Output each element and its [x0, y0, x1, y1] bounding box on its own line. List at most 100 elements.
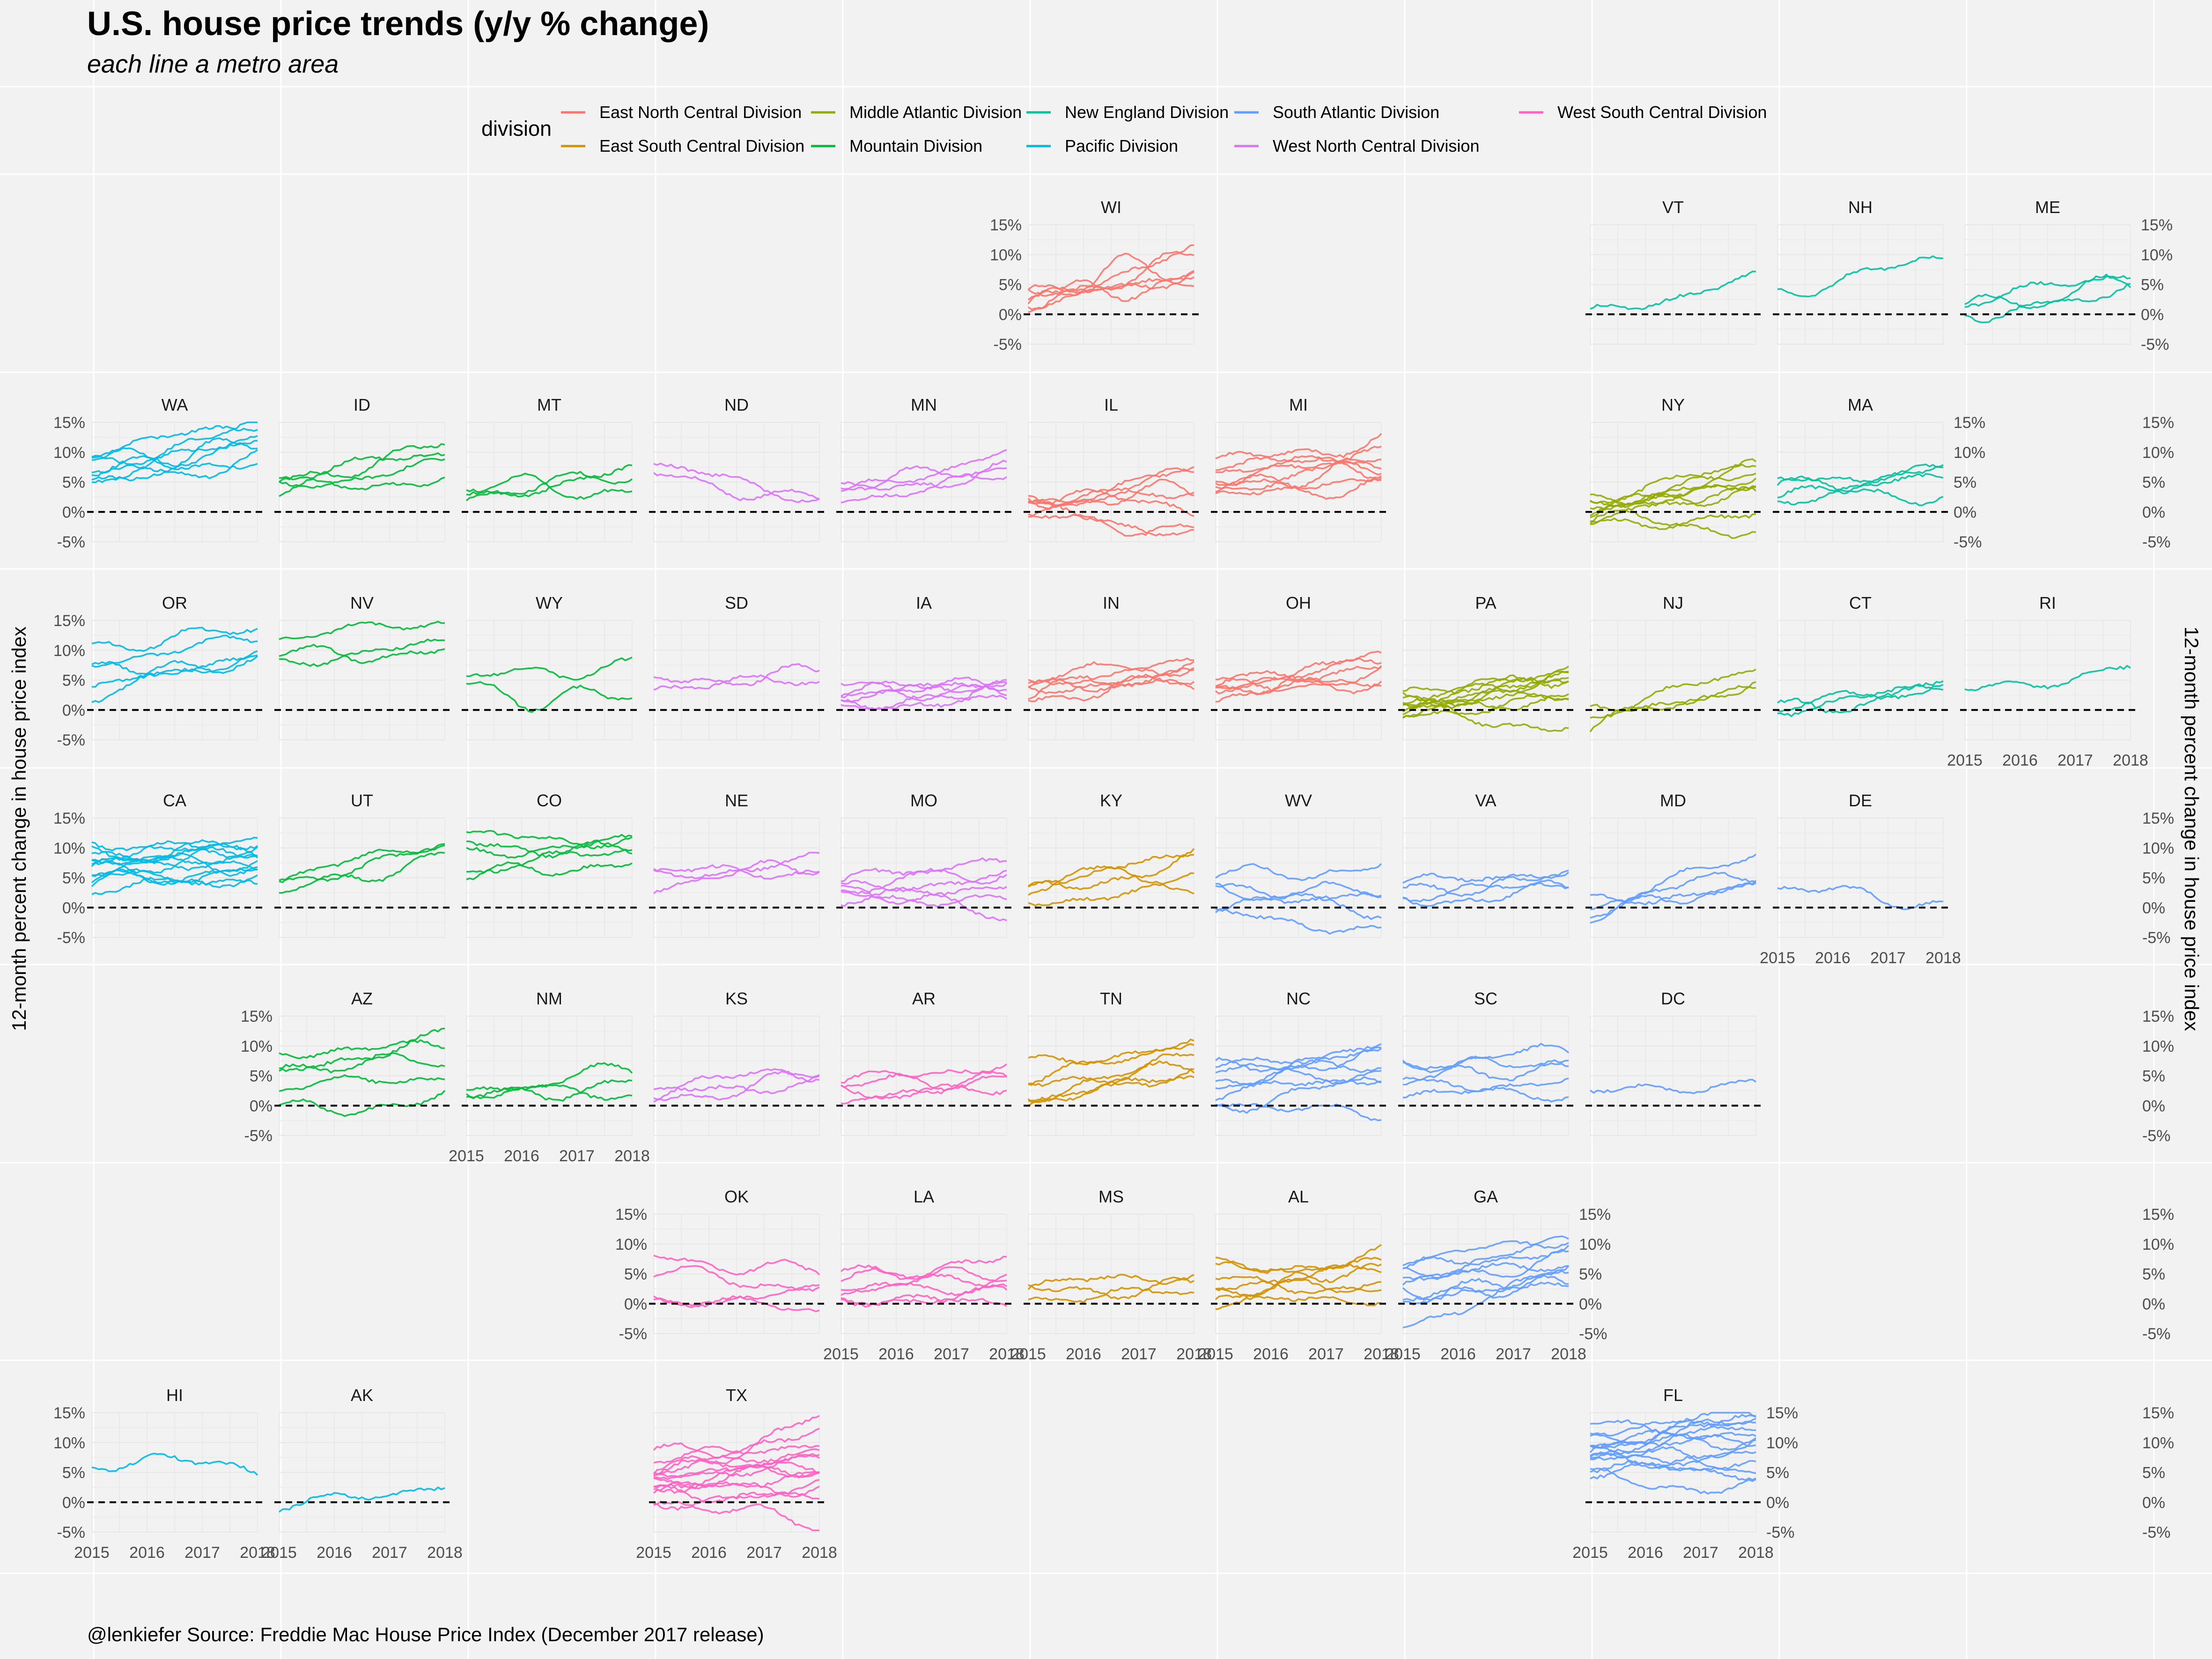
panel-label: GA [1474, 1187, 1498, 1206]
y-tick-label: 10% [53, 1434, 85, 1452]
x-tick-label: 2016 [1253, 1345, 1289, 1363]
legend-label: East South Central Division [599, 136, 804, 155]
y-tick-label: 0% [1766, 1494, 1789, 1512]
series-line [1777, 255, 1944, 298]
series-line [1590, 1419, 1756, 1437]
series-line [91, 867, 258, 883]
legend-label: East North Central Division [599, 103, 802, 122]
series-line [1215, 665, 1382, 682]
series-line [653, 1481, 820, 1498]
series-line [1028, 278, 1194, 310]
series-line [1215, 455, 1382, 473]
series-line [1589, 681, 1756, 732]
x-tick-label: 2018 [2113, 752, 2148, 769]
series-line [1590, 464, 1756, 504]
legend-title: division [481, 117, 552, 140]
series-line [1028, 513, 1194, 537]
panel-id: ID [274, 395, 454, 542]
series-line [1590, 513, 1756, 530]
series-line [1028, 657, 1194, 685]
series-line [1028, 466, 1194, 504]
series-line [1028, 667, 1194, 687]
series-line [279, 452, 445, 481]
panel-fl: FL 15% 10% 5% 0% -5% 2015 2016 2017 2018 [1572, 1386, 1798, 1562]
series-line [1215, 1047, 1382, 1087]
panel-label: VT [1662, 198, 1684, 217]
legend-label: Pacific Division [1065, 136, 1178, 155]
panel-label: ND [724, 395, 749, 414]
x-tick-label: 2017 [184, 1544, 220, 1562]
panel-mn: MN [836, 395, 1016, 542]
panel-az: AZ 15% 10% 5% 0% -5% [241, 989, 454, 1145]
series-line [1964, 664, 2131, 692]
y-tick-label: 15% [615, 1206, 647, 1224]
series-line [91, 841, 258, 857]
legend-label: Middle Atlantic Division [849, 103, 1022, 122]
y-tick-label: -5% [57, 731, 85, 749]
series-line [1215, 1079, 1382, 1101]
y-tick-label: 15% [53, 810, 85, 827]
y-tick-label: 10% [615, 1236, 647, 1253]
x-tick-label: 2015 [449, 1147, 484, 1165]
panel-label: WI [1101, 198, 1121, 217]
y-tick-label: -5% [1579, 1325, 1607, 1343]
series-line [1027, 251, 1194, 297]
y-tick-label: -5% [57, 929, 85, 947]
series-line [653, 864, 820, 880]
y-tick-label: 10% [2142, 1236, 2174, 1253]
x-tick-label: 2015 [261, 1544, 297, 1562]
series-line [1215, 1296, 1382, 1310]
series-line [465, 471, 633, 501]
series-line [1027, 1068, 1194, 1107]
y-tick-label: 15% [53, 612, 85, 630]
series-line [1027, 1274, 1194, 1290]
panel-label: CT [1849, 593, 1872, 612]
panel-label: NV [350, 593, 374, 612]
panel-label: OH [1286, 593, 1311, 612]
panel-de: DE 2015 2016 2017 2018 [1760, 791, 1961, 967]
x-tick-label: 2016 [2002, 752, 2038, 769]
panel-mt: MT [462, 395, 641, 542]
series-line [1027, 479, 1194, 510]
y-tick-label: -5% [2141, 336, 2169, 354]
series-line [841, 886, 1007, 907]
panel-label: SC [1474, 989, 1497, 1008]
panel-wa: WA 15% 10% 5% 0% -5% [53, 395, 267, 551]
x-tick-label: 2015 [1760, 949, 1795, 967]
series-line [841, 693, 1007, 710]
series-line [841, 1083, 1007, 1105]
panel-sd: SD [649, 593, 829, 740]
series-line [278, 443, 445, 483]
x-tick-label: 2015 [636, 1544, 671, 1562]
x-tick-label: 2018 [1364, 1345, 1399, 1363]
series-line [1777, 885, 1944, 910]
y-tick-label: -5% [2142, 533, 2170, 551]
series-line [1402, 1245, 1570, 1267]
x-tick-label: 2017 [1121, 1345, 1157, 1363]
series-line [1402, 1061, 1569, 1082]
x-tick-label: 2016 [317, 1544, 352, 1562]
series-line [841, 867, 1008, 885]
series-line [466, 1084, 633, 1101]
series-line [279, 851, 445, 894]
series-line [1590, 685, 1756, 712]
series-line [1215, 1256, 1382, 1283]
series-line [653, 1428, 820, 1459]
series-line [1402, 1240, 1569, 1269]
y-tick-label: 0% [250, 1097, 273, 1115]
series-line [841, 891, 1007, 908]
x-tick-label: 2018 [989, 1345, 1025, 1363]
series-line [1402, 1265, 1570, 1328]
panel-vt: VT [1585, 198, 1765, 345]
panel-label: MO [910, 791, 937, 810]
y-tick-label: 0% [1579, 1295, 1602, 1313]
panel-label: MT [537, 395, 561, 414]
panel-nh: NH [1773, 198, 1953, 345]
x-tick-label: 2016 [1628, 1544, 1663, 1562]
series-line [841, 1063, 1008, 1084]
panel-label: SD [725, 593, 748, 612]
series-line [653, 1070, 820, 1103]
series-line [466, 839, 633, 859]
panel-label: ID [354, 395, 370, 414]
